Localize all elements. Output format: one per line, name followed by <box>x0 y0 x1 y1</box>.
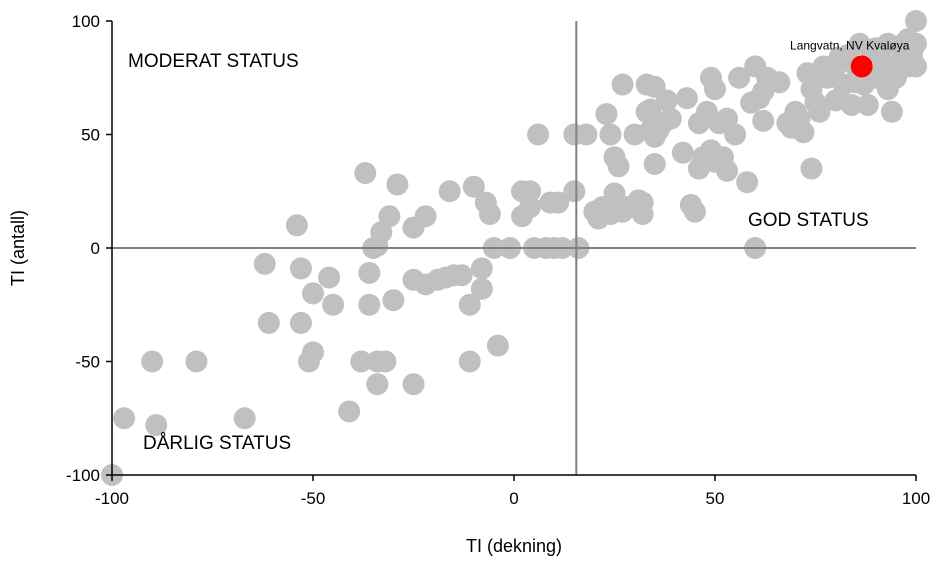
data-point <box>527 123 550 146</box>
data-point <box>519 196 542 219</box>
data-point <box>611 73 634 96</box>
data-point <box>145 414 168 437</box>
zone-label-darlig: DÅRLIG STATUS <box>143 433 291 454</box>
data-point <box>302 282 324 305</box>
data-points <box>101 10 927 486</box>
data-point <box>808 100 831 123</box>
data-point <box>350 350 373 373</box>
data-point <box>318 266 341 289</box>
data-point <box>659 107 682 130</box>
data-point <box>519 180 542 203</box>
data-point <box>374 350 397 373</box>
highlight-point-label: Langvatn, NV Kvaløya <box>790 38 910 52</box>
data-point <box>631 202 654 225</box>
data-point <box>253 252 276 275</box>
data-point <box>462 175 485 198</box>
data-point <box>736 171 759 194</box>
data-point <box>289 311 312 334</box>
data-point <box>905 10 927 32</box>
data-point <box>575 123 598 146</box>
data-point <box>704 78 726 101</box>
y-tick-label: -50 <box>75 353 100 372</box>
highlight-layer: Langvatn, NV Kvaløya <box>790 38 910 78</box>
data-point <box>563 180 586 203</box>
data-point <box>358 261 381 284</box>
data-point <box>643 153 666 176</box>
data-point <box>905 32 927 55</box>
data-point <box>486 334 509 357</box>
data-point <box>880 100 903 123</box>
data-point <box>338 400 361 423</box>
zone-label-god: GOD STATUS <box>748 210 869 231</box>
data-point <box>671 141 694 164</box>
x-tick-label: 0 <box>509 489 518 508</box>
x-tick-label: 50 <box>706 489 725 508</box>
data-point <box>358 293 381 316</box>
data-point <box>289 257 312 280</box>
y-axis-title: TI (antall) <box>8 210 28 286</box>
x-tick-label: -50 <box>301 489 326 508</box>
data-point <box>257 311 280 334</box>
data-point <box>458 350 481 373</box>
data-point <box>322 293 345 316</box>
y-tick-label: -100 <box>66 466 100 485</box>
data-point <box>768 71 791 94</box>
data-point <box>716 159 739 182</box>
data-point <box>450 264 473 287</box>
data-point <box>438 180 461 203</box>
data-point <box>285 214 308 237</box>
data-point <box>728 66 751 89</box>
data-point <box>366 373 389 396</box>
data-point <box>297 350 320 373</box>
highlight-point <box>850 55 873 78</box>
data-point <box>386 173 409 196</box>
x-axis-title: TI (dekning) <box>466 536 562 556</box>
data-point <box>402 373 425 396</box>
data-point <box>752 109 775 132</box>
data-point <box>185 350 208 373</box>
data-point <box>724 123 747 146</box>
data-point <box>683 200 706 223</box>
y-tick-label: 0 <box>91 239 100 258</box>
data-point <box>141 350 164 373</box>
data-point <box>382 289 405 312</box>
x-tick-label: 100 <box>902 489 930 508</box>
data-point <box>856 93 879 116</box>
data-point <box>470 277 493 300</box>
zone-label-moderat: MODERAT STATUS <box>128 51 299 72</box>
data-point <box>378 205 401 228</box>
y-tick-label: 50 <box>81 126 100 145</box>
y-tick-label: 100 <box>72 12 100 31</box>
data-point <box>478 202 501 225</box>
data-point <box>470 257 493 280</box>
data-point <box>414 205 437 228</box>
axis-ticks: -100 -50 0 50 100 -100 -50 0 50 100 <box>66 12 930 508</box>
data-point <box>113 407 136 430</box>
data-point <box>233 407 256 430</box>
data-point <box>800 157 823 180</box>
data-point <box>607 155 630 178</box>
x-tick-label: -100 <box>95 489 129 508</box>
data-point <box>876 32 899 55</box>
data-point <box>905 55 927 78</box>
data-point <box>458 293 481 316</box>
data-point <box>792 121 815 144</box>
data-point <box>675 87 698 110</box>
data-point <box>655 89 678 112</box>
data-point <box>840 93 863 116</box>
data-point <box>547 191 570 214</box>
data-point <box>354 162 377 185</box>
data-point <box>595 103 618 126</box>
data-point <box>599 123 622 146</box>
